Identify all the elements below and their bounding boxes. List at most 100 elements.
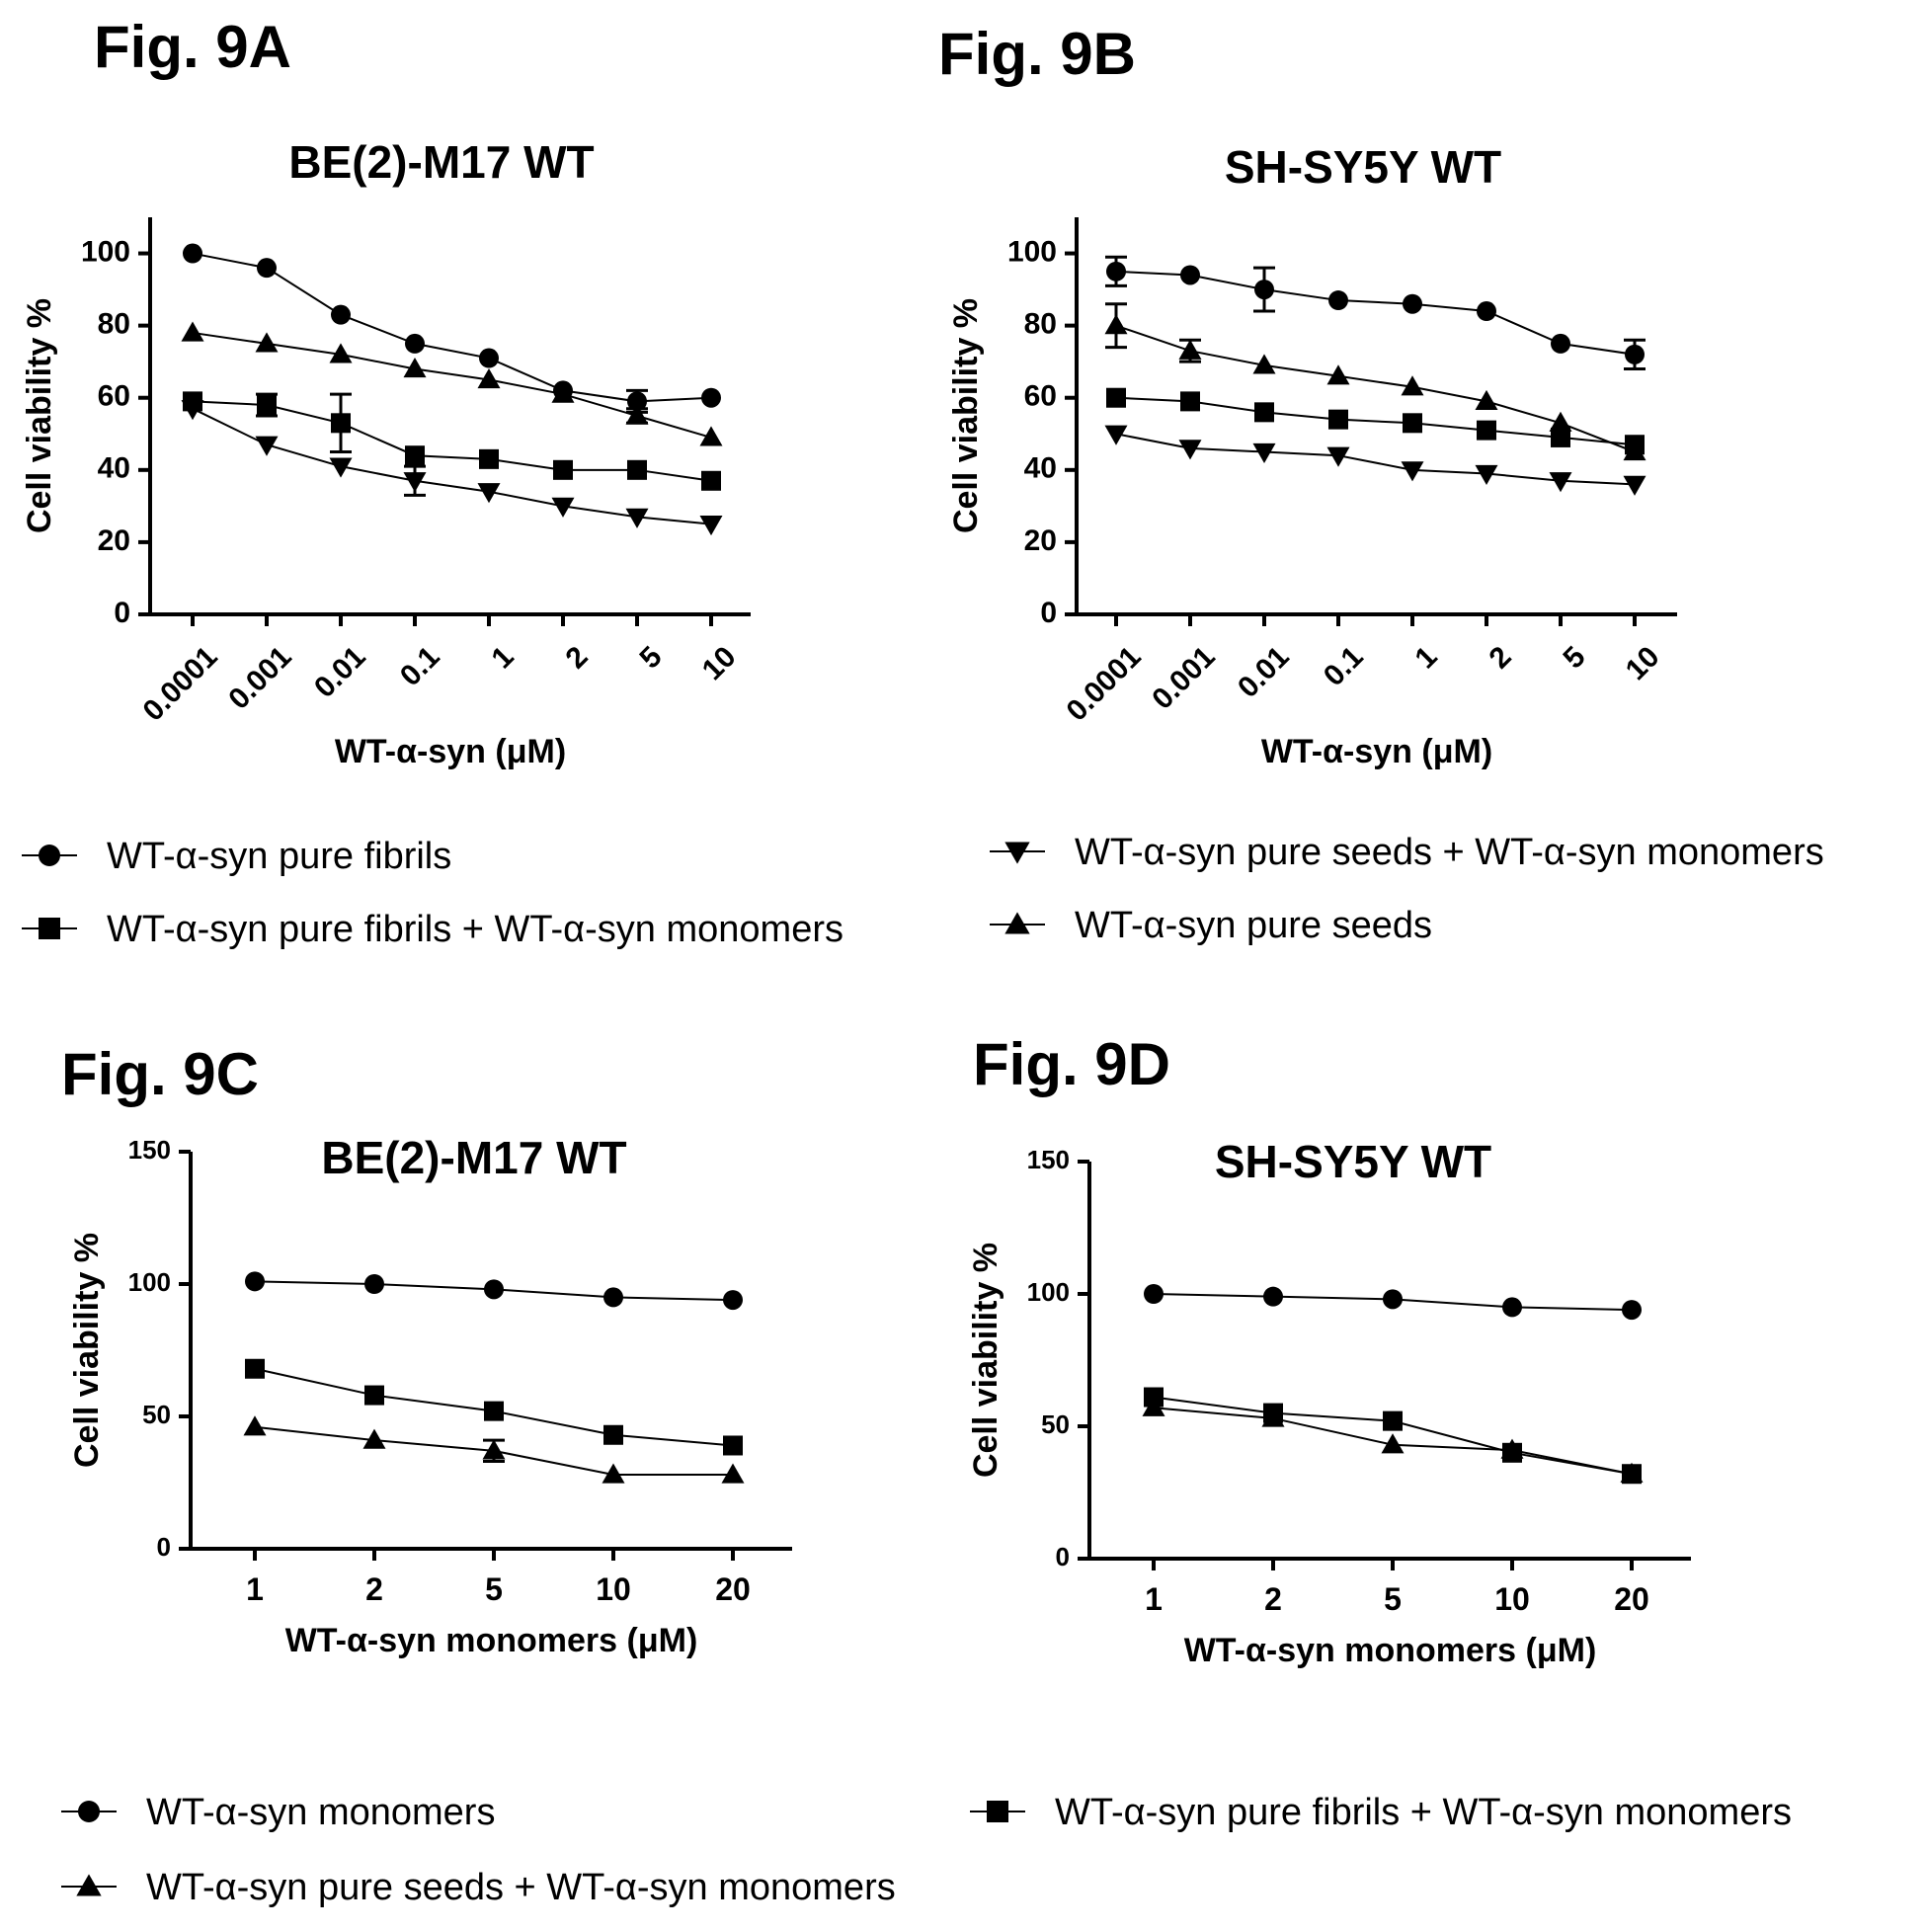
legend-label: WT-α-syn pure fibrils + WT-α-syn monomer… xyxy=(1055,1792,1792,1833)
data-point-triangle-up xyxy=(1252,354,1276,374)
series-line-circle xyxy=(1115,270,1636,356)
x-tick-label: 0.001 xyxy=(1146,640,1221,715)
data-point-square xyxy=(364,1385,384,1406)
data-point-triangle-up xyxy=(255,332,279,353)
x-tick-label: 0.01 xyxy=(1232,640,1296,704)
x-tick-label: 0.01 xyxy=(308,640,372,704)
x-axis-label: WT-α-syn monomers (μM) xyxy=(285,1622,698,1659)
data-point-triangle-down xyxy=(329,457,353,478)
data-point-triangle-up xyxy=(477,367,501,389)
data-point-square xyxy=(1625,435,1645,455)
chart-9c: BE(2)-M17 WT WT-α-syn monomers (μM) Cell v… xyxy=(68,1132,792,1659)
x-axis-label: WT-α-syn monomers (μM) xyxy=(1184,1632,1597,1669)
legend-marker-triangle-up xyxy=(1004,912,1030,934)
data-point-square xyxy=(257,395,277,416)
data-point-triangle-up xyxy=(1142,1396,1165,1416)
chart-9d: SH-SY5Y WT WT-α-syn monomers (μM) Cell via… xyxy=(967,1136,1691,1669)
data-point-circle xyxy=(1403,293,1422,314)
data-point-circle xyxy=(1551,333,1570,354)
x-tick-label: 10 xyxy=(1620,640,1666,686)
x-tick-label: 20 xyxy=(715,1571,751,1607)
y-tick-label: 0 xyxy=(1040,597,1057,629)
y-tick-label: 100 xyxy=(1027,1277,1070,1307)
data-point-triangle-down xyxy=(1252,443,1276,464)
y-axis-label: Cell viability % xyxy=(68,1233,106,1468)
data-point-triangle-down xyxy=(477,483,501,504)
data-point-circle xyxy=(183,243,202,264)
data-point-triangle-up xyxy=(1381,1433,1405,1454)
data-point-triangle-down xyxy=(1549,472,1572,493)
data-point-square xyxy=(331,413,351,434)
y-tick-label: 60 xyxy=(1024,380,1057,413)
data-point-triangle-up xyxy=(243,1415,267,1436)
x-tick-label: 1 xyxy=(246,1571,264,1607)
data-point-triangle-down xyxy=(1401,461,1424,482)
y-tick-label: 40 xyxy=(98,452,130,485)
data-point-triangle-up xyxy=(1620,1462,1644,1483)
y-axis-label: Cell viability % xyxy=(947,298,985,533)
data-point-triangle-up xyxy=(1326,364,1350,385)
data-point-square xyxy=(1383,1410,1403,1431)
data-point-triangle-down xyxy=(551,497,575,518)
data-point-triangle-up xyxy=(1401,375,1424,396)
fig-label-9d: Fig. 9D xyxy=(973,1031,1170,1097)
data-point-circle xyxy=(603,1287,623,1308)
data-point-circle xyxy=(1328,290,1348,311)
y-tick-label: 100 xyxy=(1007,235,1057,268)
data-point-square xyxy=(1254,402,1274,423)
data-point-triangle-up xyxy=(482,1439,506,1460)
series-line-square xyxy=(1115,396,1636,446)
legend-marker-square xyxy=(39,918,60,939)
data-point-triangle-up xyxy=(1178,339,1202,360)
series-line-triangle-up xyxy=(192,331,712,439)
x-tick-label: 10 xyxy=(696,640,743,686)
data-point-triangle-up xyxy=(1475,389,1498,411)
fig-label-9b: Fig. 9B xyxy=(938,21,1136,87)
data-point-triangle-down xyxy=(403,472,427,493)
data-point-circle xyxy=(1622,1300,1642,1321)
x-tick-label: 5 xyxy=(1558,640,1592,675)
data-point-triangle-up xyxy=(1104,314,1128,335)
data-point-triangle-down xyxy=(1475,464,1498,485)
series-line-triangle-down xyxy=(1115,433,1636,486)
data-point-triangle-up xyxy=(1500,1438,1524,1459)
data-point-triangle-down xyxy=(255,436,279,456)
legend-marker-square xyxy=(987,1801,1008,1822)
data-point-square xyxy=(603,1424,623,1445)
data-point-square xyxy=(484,1401,504,1421)
x-axis-label: WT-α-syn (μM) xyxy=(1261,733,1492,770)
fig-label-9a: Fig. 9A xyxy=(94,14,291,80)
data-point-circle xyxy=(245,1271,265,1292)
legend-label: WT-α-syn pure seeds + WT-α-syn monomers xyxy=(146,1867,896,1908)
y-tick-label: 100 xyxy=(128,1267,171,1297)
data-point-triangle-up xyxy=(602,1463,625,1484)
data-point-circle xyxy=(627,391,647,412)
data-point-circle xyxy=(1477,301,1496,322)
data-point-triangle-down xyxy=(625,508,649,528)
data-point-square xyxy=(1328,409,1348,430)
data-point-triangle-down xyxy=(1178,440,1202,460)
x-tick-label: 1 xyxy=(1145,1581,1163,1617)
y-axis-label: Cell viability % xyxy=(967,1243,1004,1478)
y-tick-label: 150 xyxy=(1027,1145,1070,1174)
legend-marker-circle xyxy=(78,1801,100,1822)
x-tick-label: 0.0001 xyxy=(1060,640,1147,727)
chart-title: BE(2)-M17 WT xyxy=(321,1132,626,1183)
legend-item: WT-α-syn pure seeds xyxy=(990,905,1432,946)
data-point-triangle-up xyxy=(181,321,204,342)
legend-label: WT-α-syn pure seeds + WT-α-syn monomers xyxy=(1075,832,1824,873)
legend-label: WT-α-syn monomers xyxy=(146,1792,495,1833)
x-tick-label: 5 xyxy=(1384,1581,1402,1617)
x-tick-label: 10 xyxy=(1494,1581,1530,1617)
series-line-triangle-down xyxy=(192,407,712,525)
x-tick-label: 1 xyxy=(1409,640,1444,675)
legend-label: WT-α-syn pure fibrils + WT-α-syn monomer… xyxy=(107,909,843,950)
x-tick-label: 1 xyxy=(486,640,521,675)
series-line-square xyxy=(192,400,712,482)
data-point-circle xyxy=(1106,261,1126,282)
data-point-square xyxy=(245,1358,265,1379)
data-point-square xyxy=(1180,391,1200,412)
y-tick-label: 0 xyxy=(157,1532,171,1562)
data-point-square xyxy=(1403,413,1422,434)
data-point-triangle-down xyxy=(699,516,723,536)
